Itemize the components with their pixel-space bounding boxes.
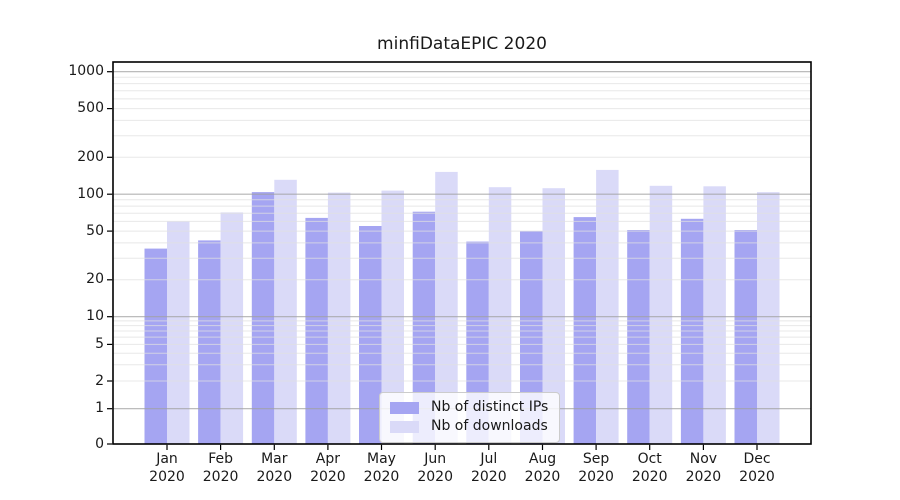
x-tick-label-jan: Jan 2020 [149,451,185,485]
x-tick-label-jun: Jun 2020 [417,451,453,485]
x-tick-label-mar: Mar 2020 [256,451,293,485]
x-tick-label-jul: Jul 2020 [470,451,507,485]
y-tick-label-10: 10 [86,308,104,325]
bar-feb-distinct-ips [198,240,221,444]
x-tick-label-dec: Dec 2020 [739,451,775,485]
y-tick-label-0: 0 [95,435,104,452]
y-tick-label-200: 200 [77,148,104,165]
legend: Nb of distinct IPs Nb of downloads [379,392,561,443]
legend-label-downloads: Nb of downloads [431,418,548,434]
plot-area [107,61,812,450]
y-tick-label-500: 500 [77,100,104,117]
y-tick-label-1: 1 [95,400,104,417]
bar-sep-downloads [596,169,619,444]
x-tick-label-may: May 2020 [363,451,400,485]
legend-entry-distinct-ips: Nb of distinct IPs [390,398,548,417]
bar-jan-downloads [167,221,190,444]
y-tick-label-50: 50 [86,222,104,239]
x-tick-label-apr: Apr 2020 [310,451,346,485]
x-tick-label-oct: Oct 2020 [631,451,668,485]
y-tick-label-2: 2 [95,372,104,389]
legend-swatch-distinct-ips [390,401,419,414]
bar-jun-downloads [435,171,458,444]
chart-title: minfiDataEPIC 2020 [377,34,547,54]
y-tick-label-1000: 1000 [68,63,104,80]
legend-label-distinct-ips: Nb of distinct IPs [431,399,549,415]
y-tick-label-100: 100 [77,185,104,202]
x-tick-label-sep: Sep 2020 [578,451,614,485]
x-tick-label-feb: Feb 2020 [202,451,239,485]
bar-feb-downloads [220,212,244,444]
bar-oct-downloads [649,185,673,445]
bar-may-distinct-ips [359,226,382,444]
bar-aug-downloads [542,188,565,444]
plot-border [112,61,812,445]
bar-mar-distinct-ips [251,192,275,444]
bar-nov-downloads [703,186,726,445]
legend-entry-downloads: Nb of downloads [390,417,548,436]
bar-dec-downloads [757,192,780,444]
bar-apr-downloads [327,192,351,444]
y-tick-label-20: 20 [86,271,104,288]
bar-jan-distinct-ips [144,248,167,444]
bar-mar-downloads [274,179,297,445]
legend-swatch-downloads [390,420,419,433]
x-tick-label-aug: Aug 2020 [524,451,561,485]
x-tick-label-nov: Nov 2020 [685,451,722,485]
bar-jul-downloads [488,187,512,444]
y-tick-label-5: 5 [95,335,104,352]
bar-jun-distinct-ips [412,211,436,444]
